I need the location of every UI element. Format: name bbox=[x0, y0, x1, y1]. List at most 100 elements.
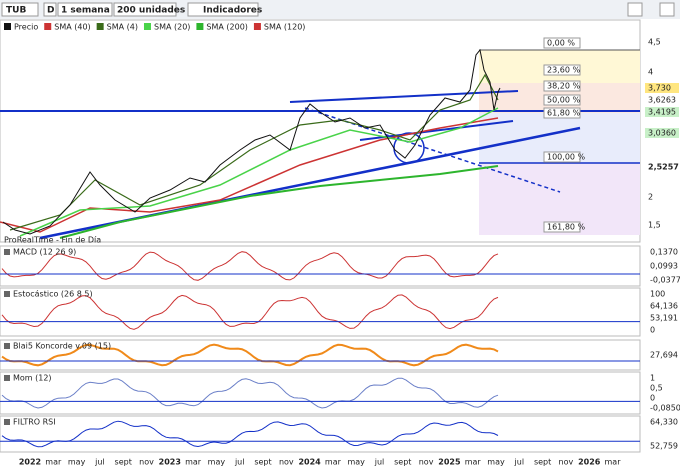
x-axis-label: nov bbox=[139, 458, 154, 467]
symbol-select[interactable] bbox=[1, 2, 39, 17]
price-axis-label: 3,730 bbox=[648, 84, 671, 93]
x-axis-label: mar bbox=[45, 458, 62, 467]
fib-label-box bbox=[543, 107, 581, 119]
x-axis-label: jul bbox=[514, 458, 525, 467]
fib-label-box bbox=[543, 151, 581, 163]
indicator-line bbox=[1, 420, 499, 448]
x-axis-label: mar bbox=[605, 458, 622, 467]
fib-label: 0,00 % bbox=[547, 39, 575, 48]
panel-axis-label: 53,191 bbox=[650, 314, 678, 323]
x-axis-label: may bbox=[347, 458, 365, 467]
legend-label: SMA (20) bbox=[154, 23, 190, 32]
panel-title: Estocástico (26 8 5) bbox=[13, 290, 93, 299]
indicators: Indicadores bbox=[203, 6, 262, 16]
price-axis-label: 1,5 bbox=[648, 221, 661, 230]
panel-title: FILTRO RSI bbox=[13, 418, 56, 427]
x-axis-label: sept bbox=[394, 458, 411, 467]
tool-button[interactable] bbox=[659, 2, 675, 17]
x-axis-label: 2024 bbox=[298, 458, 321, 467]
indicator-line bbox=[1, 377, 499, 409]
x-axis-label: mar bbox=[185, 458, 202, 467]
fib-label-box bbox=[543, 221, 581, 233]
period-select[interactable] bbox=[57, 2, 113, 17]
price-axis-label: 4 bbox=[648, 68, 653, 77]
indicators-button[interactable] bbox=[187, 2, 259, 17]
panel-axis-label: -0,0377 bbox=[650, 276, 680, 285]
units: 200 unidades bbox=[117, 6, 185, 16]
price-axis-label: 2 bbox=[648, 193, 653, 202]
x-axis-label: nov bbox=[279, 458, 294, 467]
fib-label-box bbox=[543, 64, 581, 76]
panel-axis-label: 100 bbox=[650, 290, 665, 299]
symbol: TUB bbox=[6, 6, 26, 16]
legend-swatch bbox=[196, 23, 204, 30]
tool-button[interactable] bbox=[627, 2, 643, 17]
x-axis-label: sept bbox=[115, 458, 132, 467]
fib-label-box bbox=[543, 94, 581, 106]
x-axis-label: sept bbox=[254, 458, 271, 467]
x-axis-label: jul bbox=[94, 458, 105, 467]
panel-axis-label: 0,5 bbox=[650, 384, 663, 393]
price-axis-label: 2,5257 bbox=[648, 163, 679, 172]
panel-title: Blai5 Koncorde v.09 (15) bbox=[13, 342, 111, 351]
panel-icon bbox=[4, 419, 10, 425]
fib-label-box bbox=[543, 80, 581, 92]
price-axis-label: 3,0360 bbox=[648, 129, 676, 138]
indicator-panel bbox=[0, 339, 641, 371]
units-select[interactable] bbox=[113, 2, 177, 17]
panel-axis-label: 0 bbox=[650, 326, 655, 335]
x-axis-label: mar bbox=[465, 458, 482, 467]
panel-axis-label: -0,0850 bbox=[650, 404, 680, 413]
legend-label: SMA (4) bbox=[107, 23, 138, 32]
source: ProRealTime - Fin de Día bbox=[4, 236, 101, 245]
fib-label: 100,00 % bbox=[547, 153, 586, 162]
indicator-panel bbox=[0, 415, 641, 453]
mode-button[interactable] bbox=[43, 2, 57, 17]
legend-label: SMA (120) bbox=[264, 23, 306, 32]
sma-line bbox=[9, 73, 499, 231]
x-axis-label: nov bbox=[419, 458, 434, 467]
fib-label: 161,80 % bbox=[547, 223, 586, 232]
sma-line bbox=[0, 117, 499, 233]
legend-label: Precio bbox=[14, 23, 38, 32]
price-axis-label: 4,5 bbox=[648, 38, 661, 47]
price-tag bbox=[645, 83, 679, 93]
indicator-line bbox=[1, 294, 499, 330]
legend-swatch bbox=[96, 23, 104, 30]
x-axis-label: sept bbox=[534, 458, 551, 467]
panel-axis-label: 27,694 bbox=[650, 351, 678, 360]
x-axis-label: 2025 bbox=[438, 458, 461, 467]
x-axis-label: nov bbox=[559, 458, 574, 467]
price-tag bbox=[645, 107, 679, 117]
legend-swatch bbox=[253, 23, 261, 30]
fib-label: 61,80 % bbox=[547, 109, 580, 118]
price-tag bbox=[645, 128, 679, 138]
x-axis-label: may bbox=[68, 458, 86, 467]
price-line bbox=[2, 48, 501, 235]
panel-axis-label: 64,136 bbox=[650, 302, 678, 311]
panel-icon bbox=[4, 375, 10, 381]
panel-axis-label: 64,330 bbox=[650, 418, 678, 427]
sma-line bbox=[59, 165, 499, 239]
period: 1 semana bbox=[61, 6, 110, 16]
x-axis-label: may bbox=[208, 458, 226, 467]
mode: D bbox=[47, 6, 54, 16]
legend-swatch bbox=[143, 23, 151, 30]
channel-line bbox=[289, 90, 519, 103]
fib-label-box bbox=[543, 37, 581, 49]
panel-icon bbox=[4, 249, 10, 255]
indicator-panel bbox=[0, 245, 641, 287]
panel-title: Mom (12) bbox=[13, 374, 52, 383]
fib-label: 50,00 % bbox=[547, 96, 580, 105]
x-axis-label: mar bbox=[325, 458, 342, 467]
legend-swatch bbox=[44, 23, 52, 30]
panel-icon bbox=[4, 343, 10, 349]
legend-label: SMA (40) bbox=[54, 23, 90, 32]
legend-label: SMA (200) bbox=[206, 23, 248, 32]
x-axis-label: 2022 bbox=[19, 458, 41, 467]
panel-icon bbox=[4, 291, 10, 297]
fib-label: 23,60 % bbox=[547, 66, 580, 75]
panel-axis-label: 0 bbox=[650, 394, 655, 403]
price-axis-label: 3,6263 bbox=[648, 96, 676, 105]
